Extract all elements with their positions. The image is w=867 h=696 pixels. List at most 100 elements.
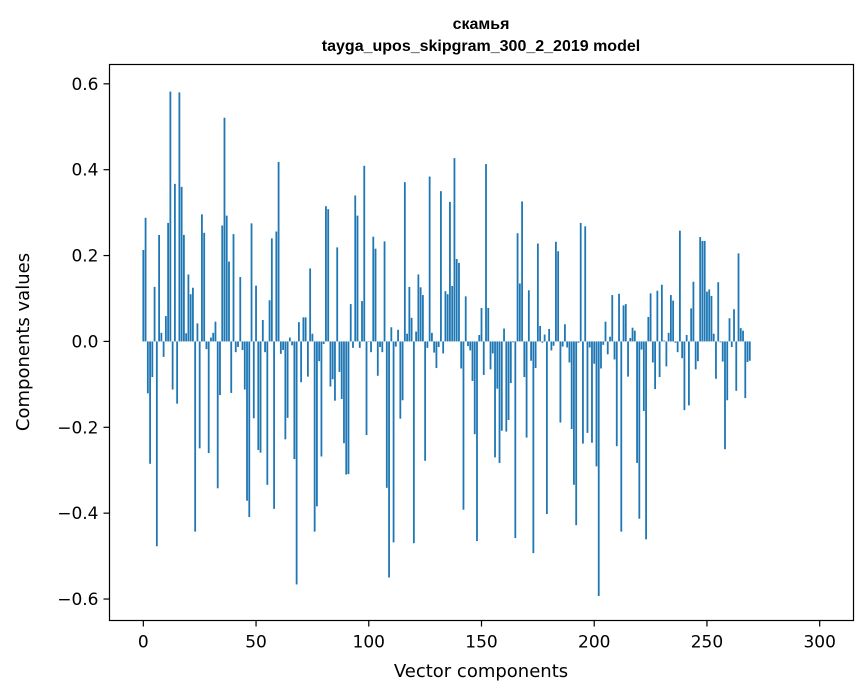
bar-111 (392, 341, 395, 543)
bar-122 (417, 274, 420, 342)
bar-221 (640, 341, 643, 350)
bar-30 (210, 337, 212, 342)
y-axis-ticks: −0.6 −0.4 −0.2 0.0 0.2 0.4 0.6 (57, 75, 110, 610)
bar-154 (489, 341, 492, 370)
bar-44 (241, 341, 244, 351)
bar-6 (155, 341, 158, 547)
bar-173 (532, 341, 535, 554)
bar-121 (415, 331, 418, 342)
bar-40 (232, 234, 235, 342)
bar-48 (250, 223, 253, 342)
x-tick-label: 100 (353, 633, 385, 653)
bar-27 (203, 232, 206, 342)
bar-160 (503, 328, 505, 342)
bar-188 (566, 341, 569, 348)
bar-202 (597, 341, 600, 597)
bar-231 (663, 340, 666, 342)
bar-4 (151, 341, 154, 378)
bar-104 (376, 341, 379, 376)
bar-169 (523, 341, 526, 378)
bar-71 (302, 317, 305, 342)
bar-54 (264, 341, 266, 353)
bar-184 (557, 251, 560, 342)
bar-266 (742, 330, 744, 342)
bar-146 (471, 341, 474, 381)
bar-153 (487, 307, 490, 342)
bar-31 (212, 332, 215, 342)
bar-176 (539, 325, 542, 342)
bar-229 (658, 341, 661, 378)
bar-238 (679, 230, 681, 342)
bar-204 (602, 341, 605, 345)
bar-244 (692, 281, 695, 342)
bar-78 (318, 341, 321, 362)
bar-206 (606, 341, 609, 355)
bar-203 (600, 341, 602, 369)
bar-175 (536, 243, 539, 342)
bar-152 (485, 164, 487, 342)
bar-142 (462, 341, 465, 510)
bar-24 (196, 323, 199, 342)
bar-112 (394, 341, 397, 347)
bar-73 (307, 341, 309, 377)
bar-72 (304, 317, 307, 342)
bar-216 (629, 337, 632, 342)
bar-126 (426, 341, 429, 348)
bar-23 (194, 341, 197, 532)
bar-258 (724, 341, 726, 450)
bar-95 (356, 215, 359, 342)
bar-10 (164, 316, 167, 342)
bar-171 (527, 290, 530, 342)
bar-133 (442, 341, 445, 354)
bar-193 (577, 341, 580, 343)
bar-205 (604, 321, 607, 342)
bar-162 (507, 341, 510, 420)
bar-62 (282, 341, 284, 351)
y-tick-label: −0.4 (57, 504, 98, 524)
bar-19 (185, 333, 188, 342)
bar-224 (647, 316, 650, 342)
bar-168 (521, 201, 523, 342)
bar-3 (149, 341, 151, 464)
bar-70 (300, 341, 303, 383)
bar-131 (437, 341, 440, 348)
bar-227 (654, 341, 656, 390)
bar-125 (424, 341, 427, 461)
y-tick-label: 0.6 (71, 75, 98, 95)
bar-260 (728, 318, 731, 342)
bar-222 (642, 341, 645, 411)
bar-106 (381, 341, 384, 353)
bar-156 (494, 341, 496, 458)
bar-212 (620, 341, 623, 532)
bar-137 (451, 286, 454, 342)
bar-8 (160, 332, 163, 342)
bar-93 (352, 341, 354, 348)
bar-210 (615, 341, 618, 447)
bar-130 (435, 341, 438, 369)
bar-233 (667, 332, 670, 342)
bar-174 (534, 341, 537, 369)
bar-200 (593, 341, 596, 364)
bar-159 (500, 341, 503, 431)
bar-65 (288, 337, 291, 342)
bar-256 (719, 341, 722, 343)
bar-213 (622, 305, 625, 342)
plot-frame (108, 63, 855, 622)
bar-243 (690, 308, 693, 342)
bar-225 (649, 293, 652, 342)
bar-61 (279, 341, 282, 354)
bar-0 (142, 249, 145, 342)
bar-158 (498, 341, 501, 463)
bar-208 (611, 295, 614, 342)
bar-83 (329, 341, 332, 387)
bar-239 (681, 341, 684, 359)
bar-89 (343, 341, 345, 444)
bar-57 (270, 238, 273, 342)
bar-28 (205, 341, 208, 350)
bar-51 (257, 341, 260, 451)
bar-86 (336, 247, 339, 342)
bar-56 (268, 300, 271, 342)
bar-118 (408, 286, 411, 342)
bar-182 (552, 341, 555, 346)
